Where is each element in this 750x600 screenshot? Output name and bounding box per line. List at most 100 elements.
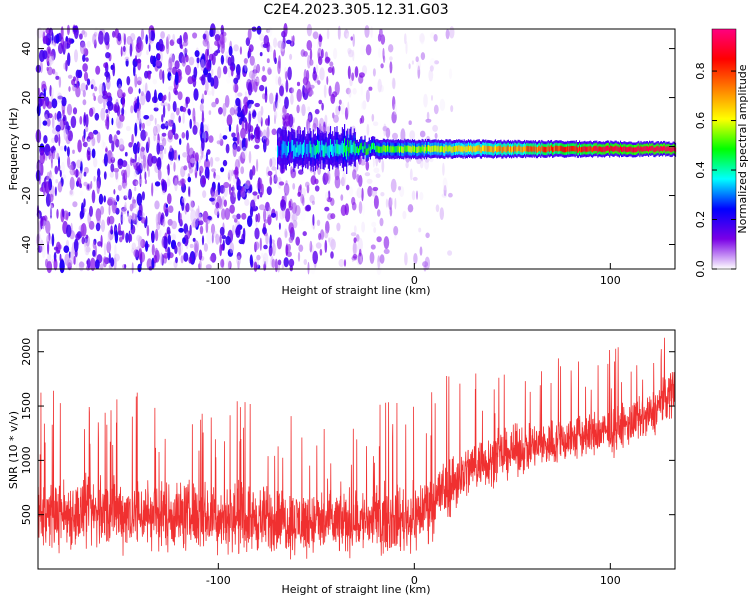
spectrogram-cell: [296, 88, 302, 102]
spectrogram-cell: [266, 126, 270, 139]
signal-band-segment: [469, 146, 471, 152]
spectrogram-cell: [48, 151, 51, 160]
spectrogram-cell: [377, 209, 381, 217]
spectrogram-cell: [76, 120, 80, 132]
spectrogram-cell: [277, 60, 281, 75]
spectrogram-cell: [382, 126, 388, 132]
spectrogram-cell: [222, 102, 227, 117]
colorbar-tick-label: 0.8: [694, 62, 707, 80]
spectrogram-cell: [275, 75, 279, 85]
spectrogram-cell: [219, 226, 225, 236]
signal-band-segment: [673, 146, 675, 152]
spectrogram-cell: [253, 78, 258, 93]
spectrogram-cell: [223, 181, 230, 189]
spectrogram-cell: [328, 237, 331, 243]
signal-band-segment: [582, 146, 584, 153]
spectrogram-cell: [137, 156, 140, 166]
signal-band-segment: [665, 147, 667, 152]
spectrogram-cell: [130, 105, 134, 114]
spectrogram-cell: [310, 175, 317, 186]
spectrogram-cell: [50, 51, 54, 57]
spectrogram-cell: [139, 173, 142, 188]
spectrogram-cell: [55, 179, 59, 184]
signal-band-segment: [327, 145, 329, 158]
spectrogram-cell: [131, 247, 135, 254]
spectrogram-cell: [162, 70, 165, 84]
spectrogram-cell: [221, 119, 225, 125]
signal-band-segment: [629, 146, 631, 152]
spectrogram-cell: [202, 155, 207, 160]
spectrogram-cell: [352, 242, 358, 255]
signal-band-segment: [503, 145, 505, 152]
spectrogram-cell: [221, 235, 227, 240]
spectrogram-cell: [205, 218, 211, 225]
signal-band-segment: [500, 145, 502, 152]
spectrogram-cell: [371, 221, 377, 228]
signal-band-segment: [471, 146, 473, 153]
spectrogram-cell: [214, 174, 221, 181]
spectrogram-cell: [62, 208, 65, 218]
spectrogram-cell: [194, 50, 200, 58]
spectrogram-cell: [167, 103, 171, 112]
signal-band-segment: [414, 145, 416, 152]
signal-band-segment: [436, 146, 438, 153]
signal-band-segment: [581, 146, 583, 153]
signal-band-segment: [571, 146, 573, 152]
spectrogram-cell: [162, 104, 166, 118]
spectrogram-cell: [448, 192, 453, 198]
spectrogram-cell: [439, 207, 444, 221]
spectrogram-cell: [246, 185, 253, 194]
signal-band-segment: [548, 146, 550, 152]
spectrogram-cell: [360, 85, 364, 96]
spectrogram-cell: [83, 181, 88, 187]
spectrogram-cell: [110, 163, 115, 173]
spectrogram-cell: [158, 38, 164, 52]
signal-band-segment: [534, 145, 536, 152]
signal-band-segment: [463, 145, 465, 152]
spectrogram-cell: [122, 92, 126, 98]
signal-band-segment: [352, 142, 354, 153]
spectrogram-cell: [292, 183, 296, 190]
spectrogram-cell: [149, 114, 154, 122]
spectrogram-cell: [100, 219, 106, 233]
spectrogram-cell: [53, 258, 58, 271]
spectrogram-cell: [148, 42, 151, 52]
signal-band-segment: [460, 146, 462, 153]
signal-band-segment: [653, 147, 655, 153]
spectrogram-cell: [63, 62, 66, 70]
spectrogram-cell: [313, 66, 316, 74]
spectrogram-cell: [38, 87, 41, 96]
spectrogram-cell: [133, 171, 136, 179]
spectrogram-cell: [413, 253, 418, 265]
signal-band-segment: [645, 146, 647, 151]
signal-band-segment: [600, 146, 602, 152]
spectrogram-cell: [425, 232, 430, 239]
signal-band-segment: [439, 146, 442, 153]
signal-band-segment: [535, 147, 537, 153]
spectrogram-cell: [58, 133, 61, 147]
spectrogram-cell: [113, 189, 116, 195]
spectrogram-cell: [117, 120, 123, 129]
spectrogram-cell: [417, 65, 421, 79]
spectrogram-cell: [450, 105, 454, 113]
spectrogram-cell: [362, 202, 365, 216]
signal-band-segment: [553, 146, 555, 152]
signal-band-segment: [510, 146, 512, 152]
spectrogram-cell: [201, 93, 205, 105]
signal-band-segment: [652, 145, 654, 151]
spectrogram-cell: [61, 161, 65, 174]
spectrogram-cell: [222, 159, 228, 167]
spectrogram-cell: [74, 169, 80, 178]
colorbar-ticks: 0.0 0.2 0.4 0.6 0.8: [694, 62, 736, 278]
spectrogram-cell: [96, 180, 100, 194]
spectrogram-cell: [257, 194, 260, 200]
signal-band-segment: [545, 147, 547, 153]
spectrogram-cell: [183, 140, 186, 149]
spectrogram-cell: [353, 237, 357, 243]
signal-band-segment: [502, 147, 504, 153]
spectrogram-cell: [51, 233, 55, 247]
spectrogram-cell: [188, 167, 193, 174]
spectrogram-cell: [389, 197, 394, 206]
signal-band-segment: [487, 145, 489, 152]
spectrogram-cell: [105, 120, 109, 129]
